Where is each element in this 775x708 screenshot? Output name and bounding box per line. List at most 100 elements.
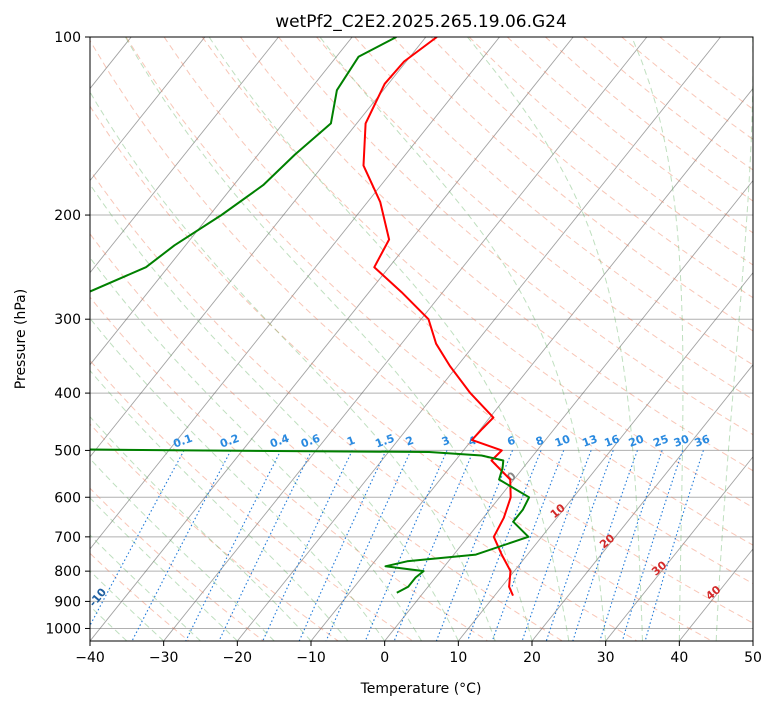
isotherm-line — [236, 37, 721, 641]
y-tick-label: 100 — [54, 30, 81, 46]
dry-adiabat-line — [90, 296, 488, 641]
x-tick-label: 50 — [744, 650, 762, 666]
moist-adiabat-line — [90, 458, 275, 641]
mixing-ratio-label: 25 — [651, 432, 670, 449]
mixing-ratio-line — [521, 450, 592, 641]
x-tick-label: 40 — [670, 650, 688, 666]
isotherm-line — [605, 456, 753, 641]
y-tick-label: 200 — [54, 208, 81, 224]
mixing-ratio-label: 0.1 — [171, 432, 194, 451]
mixing-ratio-label: 2 — [404, 434, 416, 449]
dry-adiabat-line — [90, 39, 753, 624]
x-tick-label: 30 — [597, 650, 615, 666]
y-tick-label: 700 — [54, 530, 81, 546]
dry-adiabat-line — [392, 37, 753, 332]
mixing-ratio-label: 3 — [440, 434, 452, 449]
dry-adiabat-line — [201, 37, 753, 509]
y-axis-label: Pressure (hPa) — [13, 289, 29, 389]
moist-adiabat-line — [631, 37, 684, 641]
dry-adiabat-line — [125, 37, 753, 585]
moist-adiabat-line — [124, 37, 533, 641]
y-tick-label: 500 — [54, 443, 81, 459]
x-tick-label: −10 — [296, 650, 326, 666]
moist-adiabat-line — [715, 37, 753, 641]
x-tick-label: −40 — [75, 650, 105, 666]
x-tick-label: 0 — [380, 650, 389, 666]
mixing-ratio-label: 0.2 — [218, 432, 241, 451]
moist-adiabat-line — [90, 570, 165, 641]
isotherm-line — [384, 179, 753, 641]
chart-title: wetPf2_C2E2.2025.265.19.06.G24 — [275, 12, 567, 32]
background-lines — [90, 37, 753, 641]
mixing-ratio-line — [435, 450, 514, 641]
mixing-ratio-label: 16 — [603, 432, 622, 450]
x-tick-label: 10 — [449, 650, 467, 666]
mixing-ratio-label: 20 — [627, 432, 646, 450]
isotherm-line — [531, 364, 753, 641]
y-tick-label: 900 — [54, 594, 81, 610]
dry-adiabat-line — [90, 105, 712, 641]
moist-adiabat-line — [208, 37, 570, 641]
mixing-ratio-line — [491, 450, 565, 641]
moist-adiabat-line — [90, 317, 386, 641]
mixing-ratio-line — [262, 450, 353, 641]
dry-adiabat-line — [430, 37, 753, 299]
mixing-ratio-label: 10 — [553, 432, 572, 450]
temperature-profile — [362, 37, 514, 597]
isotherm-line — [90, 37, 279, 274]
mixing-ratio-line — [218, 450, 313, 641]
mixing-ratio-line — [545, 450, 614, 641]
plot-frame — [89, 36, 754, 642]
mixing-ratio-line — [572, 450, 638, 641]
dewpoint-profile — [90, 37, 531, 594]
y-tick-label: 400 — [54, 386, 81, 402]
moist-adiabat-line — [319, 37, 607, 641]
y-tick-label: 1000 — [45, 621, 81, 637]
x-tick-label: −30 — [149, 650, 179, 666]
moist-adiabat-line — [90, 534, 201, 641]
dry-adiabat-line — [90, 169, 638, 641]
isotherm-line — [90, 37, 500, 550]
isotherm-line — [90, 37, 574, 641]
mixing-ratio-label: 13 — [580, 432, 599, 449]
mixing-ratio-label: 1.5 — [373, 432, 396, 451]
dry-adiabat-line — [90, 359, 414, 641]
mixing-ratio-label: 36 — [693, 432, 712, 450]
y-tick-label: 600 — [54, 490, 81, 506]
dry-adiabat-line — [90, 233, 563, 641]
y-tick-label: 300 — [54, 312, 81, 328]
mixing-ratio-line — [393, 450, 475, 641]
x-axis-label: Temperature (°C) — [360, 681, 482, 697]
moist-adiabat-line — [467, 37, 643, 641]
dry-adiabat-line — [90, 487, 264, 641]
mixing-ratio-label: 1 — [345, 434, 357, 449]
moist-adiabat-line — [90, 91, 496, 641]
mixing-ratio-label: 30 — [672, 432, 691, 450]
x-axis: −40 −30 −20 −10 0 10 20 30 40 50 — [75, 641, 762, 666]
mixing-ratio-line — [90, 450, 185, 627]
mixing-ratio-line — [131, 450, 232, 641]
isotherm-line — [90, 37, 206, 182]
moist-adiabat-line — [90, 497, 238, 641]
isotherm-line — [90, 37, 353, 366]
moist-adiabat-line — [90, 369, 349, 641]
dry-adiabat-line — [240, 37, 753, 472]
mixing-ratio-label: 8 — [534, 434, 546, 449]
isotherm-line — [90, 37, 427, 458]
mixing-ratio-label: 0.6 — [299, 432, 322, 451]
mixing-ratio-label: 0.4 — [268, 432, 291, 451]
x-tick-label: 20 — [523, 650, 541, 666]
dry-adiabat-line — [163, 37, 753, 546]
mixing-ratio-line — [185, 450, 282, 641]
y-tick-label: 800 — [54, 564, 81, 580]
profile-lines — [90, 37, 531, 597]
isotherm-line — [163, 37, 648, 641]
y-axis: 100 200 300 400 500 600 700 800 900 1000 — [45, 30, 90, 637]
x-tick-label: −20 — [223, 650, 253, 666]
mixing-ratio-line — [466, 450, 542, 641]
isotherm-line — [457, 271, 753, 641]
isotherm-line — [310, 87, 753, 641]
mixing-ratio-label: 6 — [505, 434, 517, 449]
